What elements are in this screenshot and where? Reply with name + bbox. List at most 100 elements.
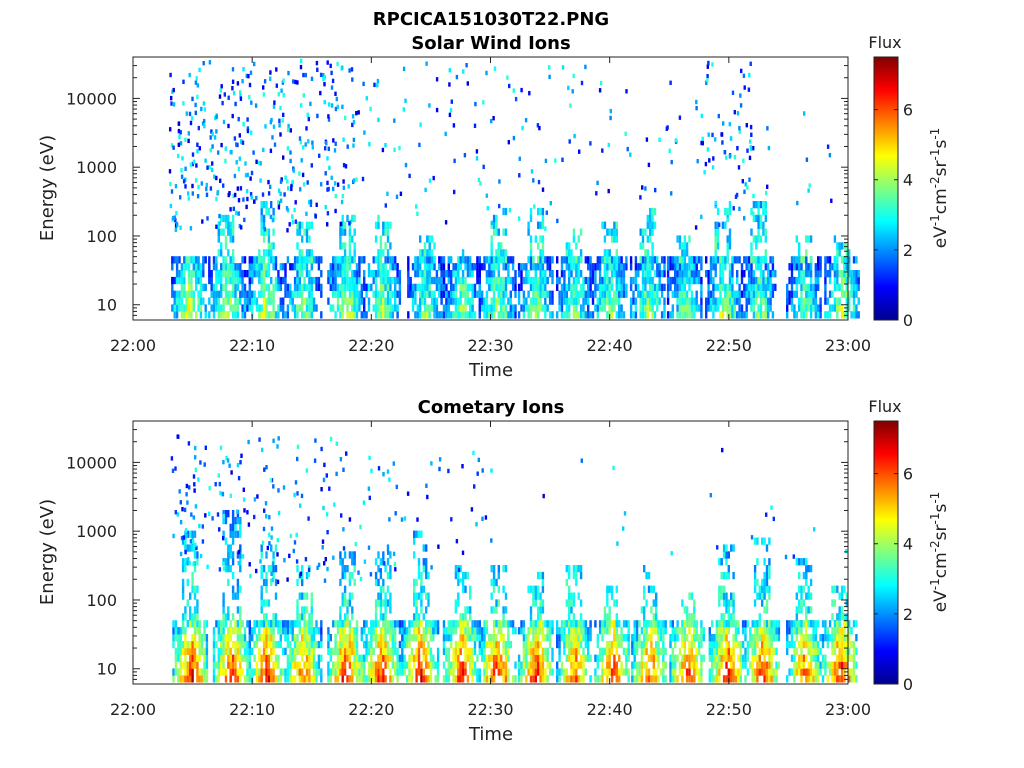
- heatmap-cell: [759, 311, 763, 319]
- heatmap-cell: [739, 103, 743, 108]
- heatmap-cell: [548, 634, 552, 642]
- heatmap-cell: [733, 290, 736, 298]
- heatmap-cell: [296, 242, 299, 250]
- heatmap-cell: [377, 304, 380, 312]
- heatmap-cell: [537, 283, 540, 291]
- heatmap-cell: [415, 668, 418, 676]
- heatmap-cell: [725, 551, 728, 559]
- heatmap-cell: [625, 647, 628, 655]
- heatmap-cell: [762, 297, 765, 305]
- heatmap-cell: [294, 79, 297, 85]
- heatmap-cell: [733, 155, 737, 160]
- heatmap-cell: [741, 640, 745, 649]
- heatmap-cell: [683, 263, 686, 271]
- heatmap-cell: [205, 668, 209, 676]
- heatmap-cell: [563, 270, 566, 278]
- heatmap-cell: [277, 276, 280, 285]
- heatmap-cell: [239, 613, 242, 621]
- heatmap-cell: [209, 135, 212, 140]
- heatmap-cell: [662, 627, 665, 635]
- heatmap-cell: [301, 270, 304, 278]
- heatmap-cell: [568, 585, 571, 593]
- heatmap-cell: [452, 283, 455, 291]
- heatmap-cell: [469, 661, 472, 669]
- heatmap-cell: [755, 276, 758, 285]
- heatmap-cell: [425, 592, 428, 600]
- heatmap-cell: [241, 276, 244, 285]
- heatmap-cell: [372, 668, 375, 676]
- heatmap-cell: [653, 297, 657, 305]
- heatmap-cell: [608, 228, 611, 236]
- heatmap-cell: [251, 290, 254, 298]
- heatmap-cell: [722, 121, 725, 126]
- heatmap-cell: [358, 675, 361, 683]
- heatmap-cell: [365, 634, 368, 642]
- heatmap-cell: [386, 256, 390, 264]
- heatmap-cell: [424, 187, 427, 193]
- heatmap-cell: [828, 270, 832, 278]
- heatmap-cell: [634, 311, 638, 319]
- heatmap-cell: [638, 620, 641, 628]
- heatmap-cell: [598, 654, 602, 662]
- heatmap-cell: [414, 311, 417, 319]
- heatmap-cell: [303, 297, 306, 305]
- heatmap-cell: [762, 290, 765, 298]
- heatmap-cell: [305, 263, 309, 271]
- heatmap-cell: [205, 634, 209, 642]
- heatmap-cell: [641, 256, 645, 264]
- heatmap-cell: [215, 175, 218, 181]
- heatmap-cell: [708, 634, 711, 642]
- heatmap-cell: [320, 634, 323, 642]
- heatmap-cell: [336, 654, 340, 662]
- heatmap-cell: [173, 276, 176, 285]
- heatmap-cell: [529, 668, 533, 676]
- heatmap-cell: [327, 117, 331, 122]
- heatmap-cell: [690, 297, 694, 305]
- heatmap-cell: [633, 634, 636, 642]
- heatmap-cell: [343, 599, 347, 607]
- heatmap-cell: [420, 578, 423, 587]
- heatmap-cell: [224, 668, 228, 676]
- heatmap-cell: [193, 620, 197, 628]
- heatmap-cell: [286, 620, 290, 628]
- heatmap-cell: [520, 668, 523, 676]
- heatmap-cell: [258, 647, 261, 655]
- heatmap-cell: [613, 256, 616, 264]
- heatmap-cell: [224, 283, 228, 291]
- heatmap-cell: [504, 606, 508, 614]
- heatmap-cell: [747, 283, 751, 291]
- heatmap-cell: [732, 661, 735, 669]
- heatmap-cell: [836, 283, 839, 291]
- heatmap-cell: [305, 283, 309, 291]
- heatmap-cell: [346, 276, 349, 285]
- heatmap-cell: [285, 206, 289, 211]
- heatmap-cell: [239, 565, 242, 573]
- heatmap-cell: [177, 153, 180, 159]
- heatmap-cell: [479, 181, 482, 186]
- heatmap-cell: [438, 290, 441, 298]
- heatmap-cell: [372, 675, 375, 683]
- heatmap-cell: [341, 634, 344, 642]
- heatmap-cell: [507, 647, 510, 655]
- heatmap-cell: [568, 270, 571, 278]
- heatmap-cell: [613, 290, 616, 298]
- heatmap-cell: [234, 297, 237, 305]
- heatmap-cell: [457, 592, 460, 600]
- heatmap-cell: [224, 256, 228, 264]
- heatmap-cell: [471, 283, 474, 291]
- heatmap-cell: [414, 297, 417, 305]
- heatmap-cell: [471, 263, 474, 271]
- heatmap-cell: [631, 668, 634, 676]
- heatmap-cell: [615, 599, 618, 607]
- heatmap-cell: [587, 290, 590, 298]
- heatmap-cell: [351, 297, 354, 305]
- heatmap-cell: [332, 620, 335, 628]
- heatmap-cell: [410, 647, 414, 655]
- heatmap-cell: [189, 606, 192, 614]
- heatmap-cell: [757, 283, 760, 291]
- heatmap-cell: [315, 661, 318, 669]
- heatmap-cell: [348, 647, 352, 655]
- heatmap-cell: [591, 270, 595, 278]
- heatmap-cell: [377, 620, 380, 628]
- heatmap-cell: [454, 290, 458, 298]
